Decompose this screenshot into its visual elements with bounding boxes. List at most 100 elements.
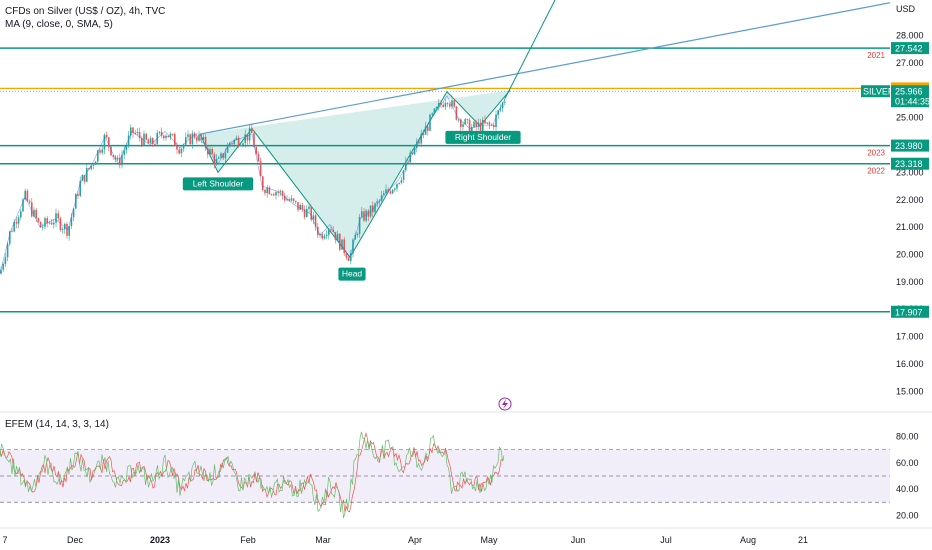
candle-body bbox=[37, 218, 40, 222]
candle-body bbox=[385, 189, 387, 194]
candle-body bbox=[435, 106, 438, 109]
candle-body bbox=[174, 134, 176, 146]
candle-body bbox=[330, 229, 332, 230]
oscillator-title[interactable]: EFEM (14, 14, 3, 3, 14) bbox=[5, 419, 109, 430]
candle-body bbox=[237, 137, 240, 146]
currency-label: USD bbox=[896, 4, 916, 14]
candle-body bbox=[495, 114, 497, 128]
candle-body bbox=[438, 103, 440, 107]
candle-body bbox=[442, 104, 444, 107]
candle-body bbox=[218, 157, 220, 159]
candle-body bbox=[53, 222, 55, 225]
candle-body bbox=[185, 137, 187, 145]
candle-body bbox=[290, 198, 293, 201]
candle-body bbox=[380, 195, 383, 201]
level-price-tag bbox=[891, 42, 929, 55]
candle-body bbox=[61, 229, 64, 231]
candle-body bbox=[303, 209, 306, 218]
candle-body bbox=[477, 122, 480, 127]
last-price-tag bbox=[891, 85, 929, 108]
candle-body bbox=[33, 209, 35, 217]
candle-body bbox=[490, 124, 493, 126]
candle-body bbox=[409, 152, 411, 163]
candle-body bbox=[70, 217, 73, 227]
candle-body bbox=[191, 133, 194, 145]
y-tick-label: 22.000 bbox=[896, 195, 924, 205]
candle-body bbox=[50, 222, 53, 225]
x-tick-label: May bbox=[480, 535, 498, 545]
candle-body bbox=[255, 147, 257, 155]
candle-body bbox=[402, 170, 405, 180]
candle-body bbox=[449, 103, 451, 107]
candle-body bbox=[416, 141, 418, 149]
candle-body bbox=[297, 202, 299, 210]
candle-body bbox=[471, 127, 473, 135]
candle-body bbox=[424, 126, 427, 135]
candle-body bbox=[284, 195, 286, 201]
y-tick-label: 16.000 bbox=[896, 359, 924, 369]
candle-body bbox=[207, 148, 209, 155]
candle-body bbox=[466, 119, 469, 120]
candle-body bbox=[499, 108, 502, 111]
candle-body bbox=[292, 198, 295, 201]
candle-body bbox=[484, 119, 486, 124]
candle-body bbox=[59, 218, 62, 230]
candle-body bbox=[215, 158, 218, 164]
y-tick-label: 15.000 bbox=[896, 386, 924, 396]
candle-body bbox=[504, 101, 506, 103]
candle-body bbox=[457, 119, 460, 121]
price-axis[interactable]: 28.00027.00025.00024.00023.00022.00021.0… bbox=[861, 4, 930, 520]
candle-body bbox=[248, 128, 251, 141]
ma-indicator-label[interactable]: MA (9, close, 0, SMA, 5) bbox=[5, 19, 113, 30]
candle-body bbox=[75, 194, 77, 209]
candle-body bbox=[42, 226, 44, 228]
candle-body bbox=[268, 187, 271, 195]
candle-body bbox=[440, 103, 442, 105]
candle-body bbox=[446, 103, 449, 104]
candle-body bbox=[453, 100, 455, 107]
candle-body bbox=[422, 133, 425, 135]
candle-body bbox=[281, 191, 284, 196]
candle-body bbox=[339, 233, 341, 250]
candle-body bbox=[314, 215, 317, 227]
candle-body bbox=[462, 124, 464, 128]
breakout-projection-line[interactable] bbox=[504, 0, 556, 99]
candle-body bbox=[209, 149, 211, 155]
candle-body bbox=[451, 100, 453, 107]
candle-body bbox=[187, 134, 189, 138]
candle-body bbox=[233, 139, 235, 145]
x-tick-label: Jul bbox=[660, 535, 672, 545]
candle-body bbox=[189, 134, 191, 145]
events-icon[interactable] bbox=[498, 397, 512, 411]
candle-body bbox=[105, 134, 108, 138]
price-pane: 2021 2023 2022 Left Shoulder Head Right Shoul… bbox=[0, 0, 932, 413]
candle-body bbox=[35, 209, 37, 219]
candle-body bbox=[328, 229, 330, 235]
candle-body bbox=[235, 137, 238, 140]
candle-body bbox=[350, 253, 352, 261]
oscillator-signal-line[interactable] bbox=[0, 432, 505, 513]
moving-average-line[interactable] bbox=[0, 95, 506, 274]
candle-body bbox=[345, 253, 348, 258]
pattern-label: Left Shoulder bbox=[193, 178, 244, 188]
candle-body bbox=[99, 150, 101, 153]
candle-body bbox=[479, 122, 482, 132]
candle-body bbox=[334, 231, 337, 240]
candle-body bbox=[211, 149, 213, 155]
pattern-label-box[interactable] bbox=[182, 177, 254, 191]
trendline[interactable] bbox=[199, 2, 891, 135]
head-shoulders-fill[interactable] bbox=[200, 90, 510, 258]
candle-body bbox=[136, 132, 139, 134]
pattern-label-box[interactable] bbox=[338, 267, 366, 281]
candle-body bbox=[460, 119, 462, 128]
oscillator-main-line[interactable] bbox=[0, 431, 505, 519]
pattern-label-box[interactable] bbox=[445, 130, 521, 144]
candle-body bbox=[169, 133, 172, 138]
candle-body bbox=[160, 131, 163, 136]
candle-body bbox=[301, 205, 304, 210]
candle-body bbox=[130, 127, 132, 136]
candle-body bbox=[132, 127, 134, 133]
candle-body bbox=[196, 137, 198, 141]
level-price-label: 23.980 bbox=[895, 141, 923, 151]
